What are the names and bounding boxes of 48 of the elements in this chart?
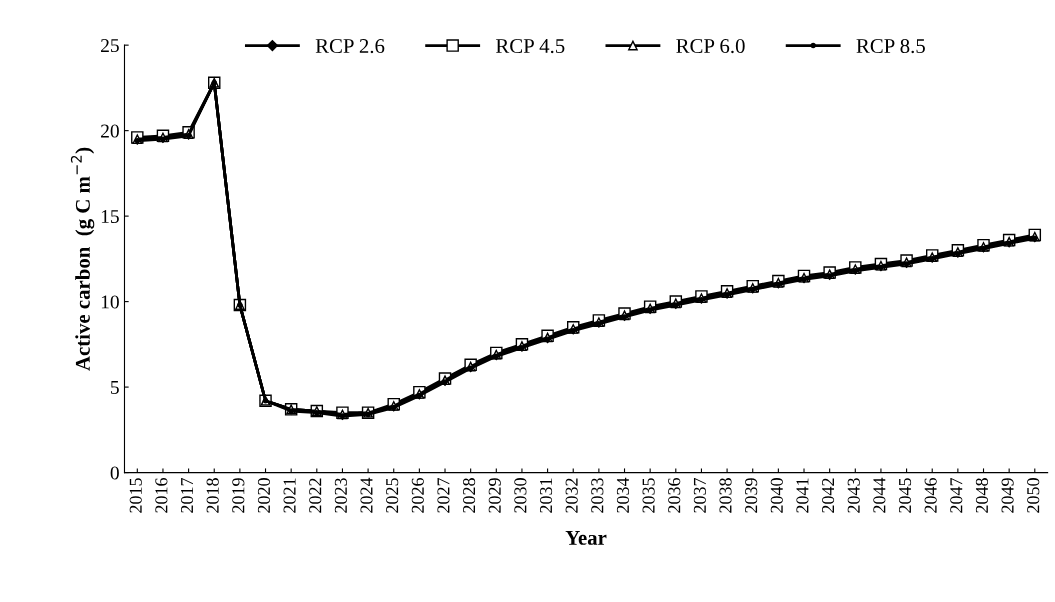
x-tick-label: 2028 — [463, 478, 476, 513]
x-tick-label: 2037 — [693, 477, 706, 513]
x-tick-label: 2046 — [924, 477, 937, 513]
legend-label: RCP 2.6 — [315, 39, 385, 54]
x-tick-label: 2023 — [334, 478, 347, 513]
y-tick-label: 25 — [101, 39, 119, 53]
x-tick-label: 2030 — [514, 478, 527, 513]
x-tick-label: 2047 — [950, 477, 963, 513]
y-tick-label: 0 — [110, 466, 119, 480]
x-tick-label: 2031 — [539, 478, 553, 513]
x-tick-label: 2021 — [283, 478, 296, 513]
x-tick-label: 2033 — [591, 478, 604, 513]
x-tick-label: 2042 — [821, 478, 835, 513]
x-tick-label: 2044 — [873, 477, 886, 513]
y-axis-title: Active carbon (g C m$^{−2}$) — [70, 147, 95, 371]
x-tick-label: 2024 — [360, 477, 373, 513]
x-tick-label: 2048 — [975, 478, 989, 513]
y-tick-label: 15 — [101, 210, 119, 224]
legend-label: RCP 8.5 — [856, 38, 925, 54]
x-tick-label: 2041 — [796, 478, 809, 513]
x-tick-label: 2019 — [232, 478, 245, 513]
x-tick-label: 2045 — [898, 478, 912, 513]
x-tick-label: 2034 — [616, 477, 630, 513]
x-tick-label: 2036 — [668, 477, 681, 513]
x-tick-label: 2016 — [155, 477, 168, 513]
x-tick-label: 2050 — [1027, 478, 1040, 513]
x-tick-label: 2039 — [745, 478, 758, 513]
legend-label: RCP 6.0 — [676, 38, 745, 54]
x-tick-label: 2035 — [642, 478, 655, 513]
x-tick-label: 2022 — [309, 478, 322, 513]
x-tick-label: 2025 — [386, 478, 399, 513]
y-tick-label: 20 — [101, 124, 119, 138]
x-tick-label: 2015 — [129, 478, 142, 513]
x-tick-label: 2017 — [180, 477, 194, 513]
x-tick-label: 2020 — [257, 478, 271, 513]
x-tick-label: 2032 — [565, 478, 578, 513]
x-tick-label: 2049 — [1001, 478, 1014, 513]
x-tick-label: 2029 — [488, 478, 501, 513]
x-tick-label: 2043 — [847, 478, 860, 513]
x-tick-label: 2027 — [437, 477, 450, 513]
x-tick-label: 2018 — [206, 478, 219, 513]
legend-label: RCP 4.5 — [495, 39, 565, 54]
x-tick-label: 2026 — [411, 477, 424, 513]
y-tick-label: 10 — [101, 295, 119, 309]
y-tick-label: 5 — [111, 381, 119, 395]
x-axis-title: Year — [565, 531, 607, 545]
x-tick-label: 2040 — [770, 478, 783, 513]
x-tick-label: 2038 — [719, 478, 732, 513]
